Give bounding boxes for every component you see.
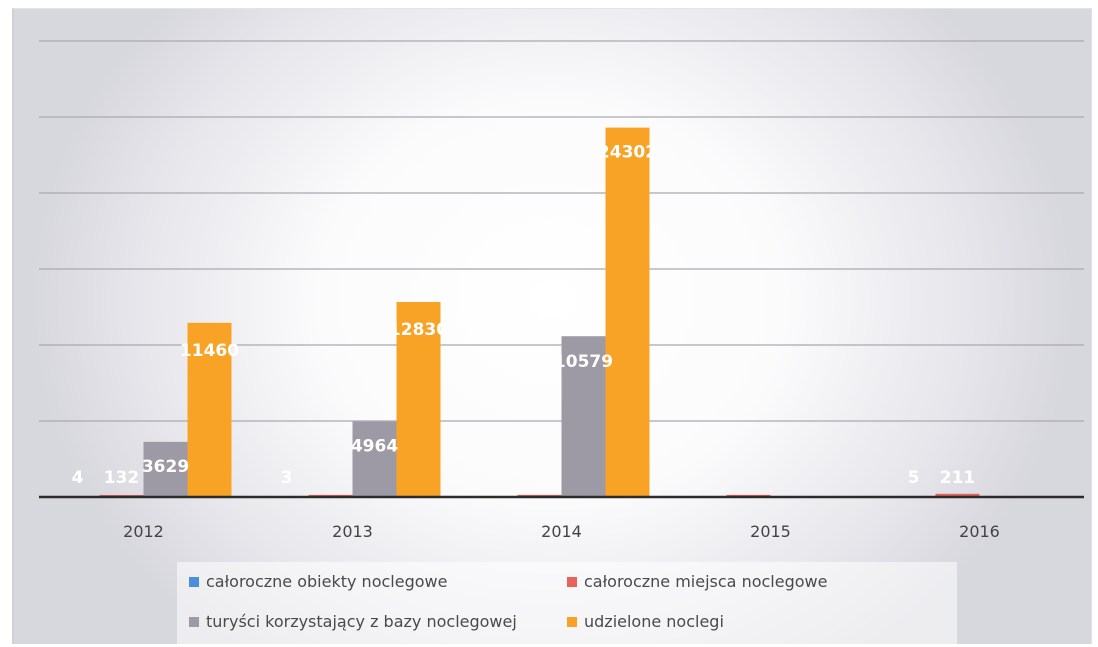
bar <box>187 322 232 497</box>
bar-value-label: 4 <box>72 468 84 488</box>
legend-swatch-obiekty <box>189 576 199 587</box>
bar-value-label: 211 <box>940 468 976 488</box>
legend-label-obiekty: całoroczne obiekty noclegowe <box>206 572 448 591</box>
legend-label-turysci: turyści korzystający z bazy noclegowej <box>206 612 517 631</box>
bar <box>143 441 188 497</box>
legend: całoroczne obiekty noclegowe całoroczne … <box>177 562 957 644</box>
x-tick-label: 2016 <box>959 522 1000 541</box>
bar-value-label: 5 <box>908 468 920 488</box>
bar-value-label: 24302 <box>598 143 657 163</box>
bar-value-label: 12830 <box>389 320 448 340</box>
bar-value-label: 10579 <box>554 352 613 372</box>
x-tick-label: 2013 <box>332 522 373 541</box>
legend-swatch-miejsca <box>567 576 577 587</box>
legend-item-turysci: turyści korzystający z bazy noclegowej <box>189 612 517 631</box>
x-tick-labels: 2012 2013 2014 2015 2016 <box>123 522 1000 541</box>
legend-item-noclegi: udzielone noclegi <box>567 612 724 631</box>
legend-item-miejsca: całoroczne miejsca noclegowe <box>567 572 827 591</box>
bar-value-label: 3 <box>281 468 293 488</box>
bar <box>352 421 397 497</box>
bars <box>55 127 980 498</box>
bar <box>561 336 606 497</box>
bar <box>935 493 980 497</box>
bar <box>605 127 650 498</box>
legend-item-obiekty: całoroczne obiekty noclegowe <box>189 572 447 591</box>
bar-value-label: 132 <box>104 468 140 488</box>
bar-value-label: 3629 <box>142 457 189 477</box>
chart-frame: 4 132 3629 11460 3 4964 12830 10579 24302 5 211 20… <box>12 8 1092 644</box>
bar-value-label: 4964 <box>351 437 398 457</box>
bar-value-label: 11460 <box>180 341 239 361</box>
bar <box>396 301 441 497</box>
x-tick-label: 2014 <box>541 522 582 541</box>
legend-label-miejsca: całoroczne miejsca noclegowe <box>584 572 828 591</box>
legend-swatch-turysci <box>189 616 199 627</box>
legend-label-noclegi: udzielone noclegi <box>584 612 724 631</box>
x-tick-label: 2015 <box>750 522 791 541</box>
legend-swatch-noclegi <box>567 616 577 627</box>
x-tick-label: 2012 <box>123 522 164 541</box>
